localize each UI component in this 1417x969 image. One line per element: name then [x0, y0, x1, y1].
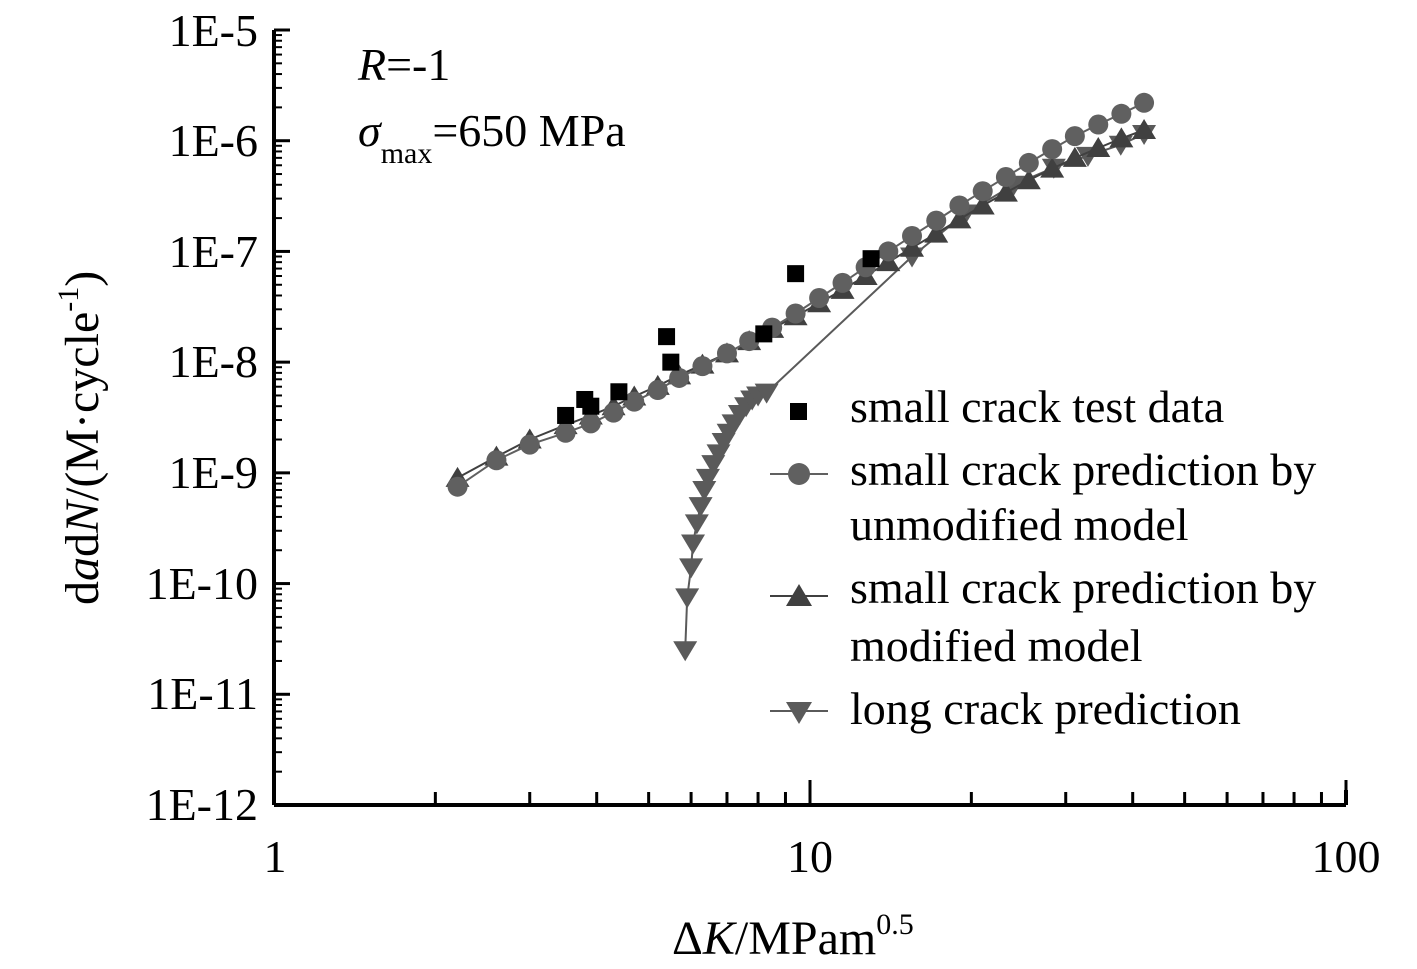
data-point-triangle-up — [924, 222, 949, 243]
data-point-circle — [926, 210, 947, 231]
data-point-triangle-up — [1016, 169, 1041, 190]
legend-marker-triangle-down — [786, 702, 812, 724]
legend: small crack test data small crack predic… — [770, 381, 1316, 734]
data-point-circle — [1111, 103, 1132, 124]
data-point-circle — [1134, 92, 1155, 113]
data-point-triangle-up — [1132, 118, 1157, 139]
data-point-circle — [785, 303, 806, 324]
data-point-circle — [902, 225, 923, 246]
axes — [272, 28, 1348, 807]
y-tick-label-1e-11: 1E-11 — [147, 668, 258, 719]
data-point-square — [610, 383, 628, 401]
legend-label-test-data: small crack test data — [850, 381, 1224, 432]
x-axis-title: ΔK/MPam0.5 — [672, 908, 914, 965]
series-square — [557, 250, 880, 424]
data-point-square — [787, 265, 805, 283]
y-tick-label-1e-10: 1E-10 — [146, 558, 258, 609]
data-point-circle — [739, 331, 760, 352]
legend-marker-square — [790, 403, 807, 420]
data-point-triangle-up — [900, 236, 925, 257]
data-point-triangle-up — [1086, 136, 1111, 157]
y-tick-label-1e-6: 1E-6 — [169, 115, 258, 166]
y-tick-label-1e-8: 1E-8 — [169, 336, 258, 387]
data-point-triangle-up — [970, 194, 995, 215]
data-point-circle — [669, 367, 690, 388]
y-tick-label-1e-12: 1E-12 — [146, 779, 258, 830]
legend-item-unmodified-model: small crack prediction by unmodified mod… — [770, 444, 1316, 550]
x-tick-label-100: 100 — [1312, 831, 1381, 882]
data-point-circle — [1064, 126, 1085, 147]
series-layer — [445, 92, 1157, 662]
y-axis-title: dadN/(M·cycle-1) — [52, 271, 109, 605]
data-point-circle — [716, 343, 737, 364]
legend-item-modified-model: small crack prediction by modified model — [770, 562, 1316, 671]
data-point-triangle-down — [675, 588, 700, 609]
data-point-circle — [603, 402, 624, 423]
data-point-circle — [580, 413, 601, 434]
data-point-triangle-down — [692, 481, 717, 502]
legend-label-long-crack: long crack prediction — [850, 683, 1241, 734]
y-tick-label-1e-5: 1E-5 — [169, 5, 258, 56]
data-point-circle — [692, 356, 713, 377]
data-point-triangle-down — [754, 383, 779, 404]
x-tick-labels: 1 10 100 — [264, 831, 1381, 882]
series-triangle-down — [673, 124, 1157, 662]
legend-label-unmodified-line2: unmodified model — [850, 499, 1189, 550]
data-point-circle — [1042, 139, 1063, 160]
data-point-circle — [972, 181, 993, 202]
data-point-circle — [486, 450, 507, 471]
data-point-circle — [949, 195, 970, 216]
annotations: R=-1 σmax=650 MPa — [357, 39, 626, 170]
data-point-square — [755, 325, 773, 343]
data-point-triangle-up — [947, 208, 972, 229]
y-ticks — [274, 28, 290, 807]
legend-marker-triangle-up — [786, 584, 812, 606]
data-point-triangle-up — [1062, 146, 1087, 167]
data-point-square — [557, 406, 575, 424]
data-point-triangle-down — [673, 641, 698, 662]
data-point-circle — [624, 391, 645, 412]
data-point-triangle-down — [684, 514, 709, 535]
series-circle — [447, 92, 1155, 497]
y-tick-label-1e-9: 1E-9 — [169, 447, 258, 498]
data-point-square — [582, 397, 600, 415]
data-point-triangle-down — [681, 534, 706, 555]
data-point-circle — [519, 434, 540, 455]
x-ticks — [272, 780, 1348, 805]
data-point-square — [862, 250, 880, 268]
data-point-square — [662, 353, 680, 371]
legend-label-modified-line1: small crack prediction by — [850, 562, 1316, 613]
data-point-circle — [1018, 152, 1039, 173]
legend-item-small-crack-test-data: small crack test data — [790, 381, 1224, 432]
data-point-circle — [447, 476, 468, 497]
data-point-triangle-down — [688, 497, 713, 518]
data-point-circle — [995, 167, 1016, 188]
y-tick-label-1e-7: 1E-7 — [169, 226, 258, 277]
legend-label-modified-line2: modified model — [850, 620, 1143, 671]
data-point-circle — [647, 380, 668, 401]
data-point-circle — [878, 241, 899, 262]
data-point-square — [658, 328, 676, 346]
legend-label-unmodified-line1: small crack prediction by — [850, 444, 1316, 495]
data-point-circle — [1088, 114, 1109, 135]
data-point-triangle-up — [1109, 127, 1134, 148]
data-point-circle — [809, 287, 830, 308]
data-point-circle — [832, 272, 853, 293]
data-point-triangle-up — [1040, 157, 1065, 178]
y-tick-labels: 1E-12 1E-11 1E-10 1E-9 1E-8 1E-7 1E-6 1E… — [146, 5, 258, 830]
data-point-triangle-up — [993, 181, 1018, 202]
x-tick-label-10: 10 — [787, 831, 833, 882]
legend-item-long-crack: long crack prediction — [770, 683, 1241, 734]
x-tick-label-1: 1 — [264, 831, 287, 882]
annotation-r-ratio: R=-1 — [357, 39, 450, 90]
data-point-circle — [555, 422, 576, 443]
data-point-triangle-down — [679, 558, 704, 579]
annotation-sigma-max: σmax=650 MPa — [358, 105, 626, 170]
legend-marker-circle — [788, 463, 810, 485]
